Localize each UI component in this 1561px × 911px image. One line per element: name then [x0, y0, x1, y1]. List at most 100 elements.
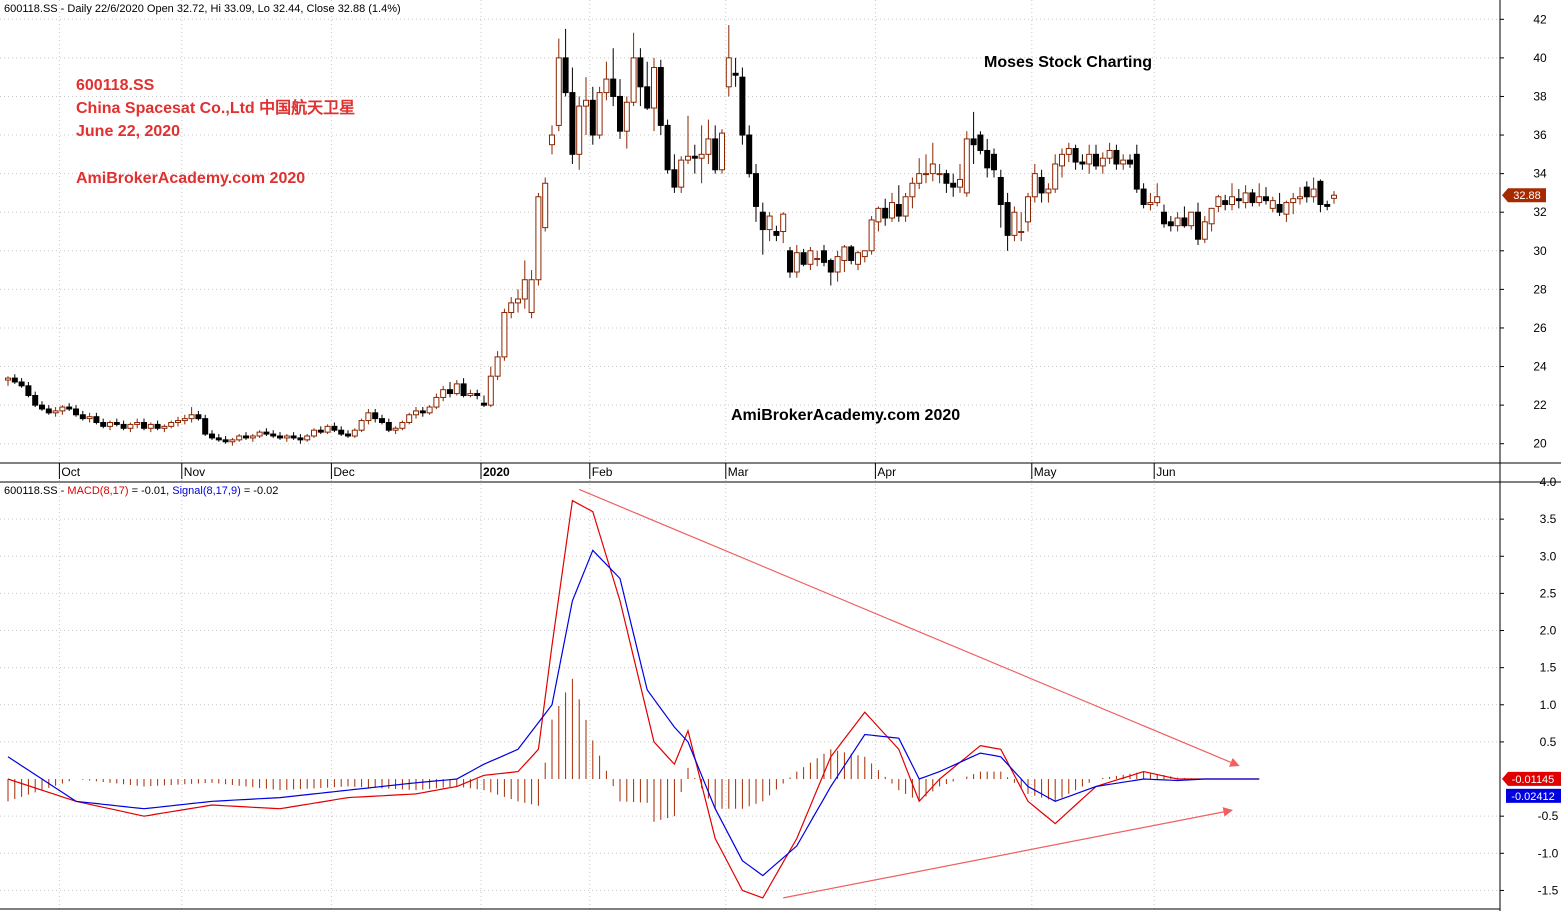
candle — [1086, 144, 1093, 174]
candle-body — [283, 435, 290, 439]
macd-tick-label: -1.0 — [1538, 846, 1559, 860]
macd-tick-label: -0.5 — [1538, 809, 1559, 823]
candle — [283, 434, 290, 442]
candle — [1161, 204, 1167, 228]
candle-body — [902, 196, 909, 217]
candle-body — [1038, 176, 1045, 194]
candle — [698, 125, 705, 184]
candle-body — [895, 203, 902, 217]
macd-tick-label: 4.0 — [1540, 475, 1557, 489]
candle — [66, 403, 73, 411]
candle — [800, 248, 807, 267]
candle — [1208, 207, 1215, 232]
candle — [841, 245, 848, 273]
candle-body — [1324, 203, 1331, 207]
candle-body — [950, 182, 957, 188]
date-annotation: June 22, 2020 — [76, 123, 180, 140]
candle — [100, 418, 107, 429]
candle — [358, 418, 365, 433]
candle-body — [555, 57, 562, 126]
candle — [338, 426, 345, 436]
candle — [86, 412, 93, 423]
candle — [1140, 183, 1147, 209]
candle — [127, 422, 134, 433]
candle-body — [18, 381, 25, 387]
candle — [528, 270, 535, 319]
candle — [793, 245, 800, 278]
signal-line — [7, 549, 1260, 877]
candle — [120, 420, 127, 431]
candle — [1303, 181, 1310, 203]
candle — [977, 131, 984, 155]
candle — [1052, 154, 1059, 193]
candle-body — [1269, 200, 1276, 209]
month-label: Dec — [333, 465, 354, 479]
macd-value-tag-bg — [1502, 771, 1561, 786]
candle — [705, 119, 712, 164]
candle — [25, 381, 32, 398]
candle-body — [610, 78, 617, 97]
candle-body — [59, 406, 66, 412]
candle — [1079, 154, 1086, 170]
candle — [202, 414, 209, 436]
candle-body — [487, 375, 494, 406]
candle — [474, 389, 481, 400]
candle — [1004, 192, 1011, 251]
candle-body — [929, 163, 936, 175]
candle-body — [916, 173, 923, 184]
candle-body — [562, 57, 569, 94]
candle-body — [589, 99, 596, 136]
candle — [1242, 185, 1249, 209]
candle-body — [1167, 221, 1174, 227]
candle — [426, 405, 433, 415]
candle — [664, 119, 671, 174]
candle — [651, 57, 657, 132]
candle — [1093, 144, 1099, 170]
month-label: Apr — [877, 465, 896, 479]
candle-body — [1113, 149, 1120, 165]
candle-body — [141, 421, 147, 429]
candle — [603, 61, 610, 101]
macd-tick-label: 1.5 — [1540, 661, 1557, 675]
candle — [45, 405, 52, 415]
candle-body — [270, 433, 277, 437]
candle-body — [440, 389, 447, 398]
candle — [419, 407, 426, 417]
candle-body — [841, 246, 848, 261]
candle — [1222, 194, 1229, 211]
candle-body — [419, 410, 426, 414]
candle-body — [222, 439, 229, 443]
macd-tick-label: 3.0 — [1540, 549, 1557, 563]
candle-body — [773, 231, 780, 236]
candle-body — [351, 429, 358, 437]
candle-body — [1242, 192, 1249, 204]
candle — [562, 28, 569, 97]
candle — [345, 430, 351, 438]
candle — [1011, 206, 1018, 242]
candle-body — [644, 86, 651, 109]
candle — [1072, 144, 1079, 170]
signal-value-tag-bg — [1506, 788, 1561, 803]
candle — [610, 48, 617, 107]
candle-body — [195, 414, 202, 420]
price-header: 600118.SS - Daily 22/6/2020 Open 32.72, … — [4, 3, 401, 15]
candle-body — [32, 394, 39, 406]
candle-body — [1086, 153, 1093, 165]
candle-body — [147, 423, 154, 429]
macd-tick-label: 2.5 — [1540, 586, 1557, 600]
candle — [759, 202, 766, 255]
candle — [1215, 194, 1222, 213]
candle — [1249, 189, 1256, 207]
candle-body — [1195, 211, 1201, 240]
candle-body — [1093, 153, 1099, 167]
candle — [1038, 169, 1045, 203]
candle — [460, 378, 467, 398]
candle — [1324, 200, 1331, 211]
candle — [821, 245, 827, 267]
candle-body — [691, 155, 698, 159]
candle — [555, 38, 562, 132]
candle — [1201, 216, 1208, 244]
candle — [263, 428, 270, 436]
candle-body — [1249, 192, 1256, 204]
